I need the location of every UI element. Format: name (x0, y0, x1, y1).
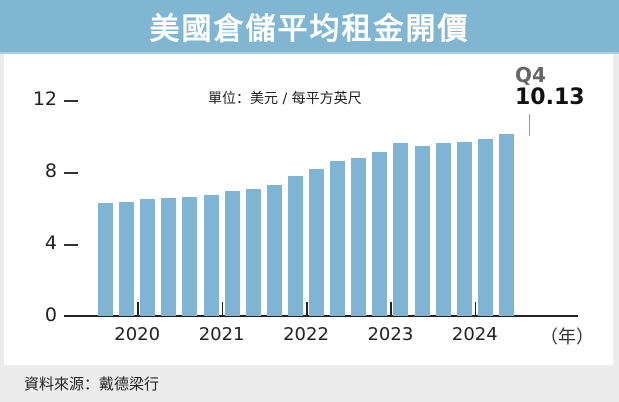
bar-2020Q2 (119, 202, 135, 316)
annotation-value: 10.13 (515, 85, 585, 110)
x-tick-label: 2024 (451, 324, 498, 345)
bar-2023Q3 (393, 143, 409, 316)
x-tick-label: 2021 (198, 324, 245, 345)
bar-2024Q2 (456, 141, 472, 316)
bar-2022Q4 (330, 161, 346, 316)
annotation-leader-line (529, 114, 530, 136)
x-tick-mark (474, 302, 477, 316)
bar-2024Q1 (435, 143, 451, 316)
y-tick-mark (64, 244, 78, 246)
bar-2023Q4 (414, 146, 430, 316)
bar-2021Q1 (182, 196, 198, 316)
bar-2022Q3 (309, 168, 324, 316)
y-tick-mark (64, 172, 78, 174)
bar-2020Q1 (98, 202, 113, 316)
x-tick-label: 2023 (367, 324, 414, 345)
bar-2023Q2 (372, 152, 388, 316)
x-tick-label: 2020 (114, 324, 161, 345)
x-axis-unit: （年） (540, 327, 594, 348)
bar-2022Q2 (287, 175, 303, 316)
y-tick-label: 4 (44, 232, 57, 254)
x-tick-mark (221, 302, 224, 316)
bar-2022Q1 (266, 184, 282, 316)
y-tick-label: 0 (44, 304, 57, 326)
y-tick-label: 12 (32, 88, 57, 110)
y-tick-label: 8 (44, 160, 57, 182)
x-tick-mark (137, 302, 139, 316)
bar-2023Q1 (351, 158, 367, 316)
x-tick-mark (306, 302, 308, 316)
annotation-quarter: Q4 (515, 63, 546, 87)
chart-title: 美國倉儲平均租金開價 (149, 12, 470, 47)
y-tick-mark (64, 100, 78, 102)
bar-2024Q3 (477, 138, 493, 316)
footer: 資料來源：戴德梁行 (0, 366, 619, 402)
source-text: 資料來源：戴德梁行 (24, 375, 160, 393)
bar-2024Q4 (498, 133, 514, 316)
x-tick-mark (390, 302, 392, 316)
bar-2020Q4 (161, 197, 177, 316)
x-tick-label: 2022 (283, 324, 329, 345)
bar-2021Q4 (245, 189, 261, 316)
bar-2020Q3 (140, 199, 156, 316)
title-banner: 美國倉儲平均租金開價 (0, 0, 619, 54)
unit-label: 單位：美元 / 每平方英尺 (208, 91, 362, 107)
bar-2021Q2 (203, 194, 219, 316)
x-axis-line (64, 315, 578, 317)
bar-2021Q3 (224, 190, 240, 316)
